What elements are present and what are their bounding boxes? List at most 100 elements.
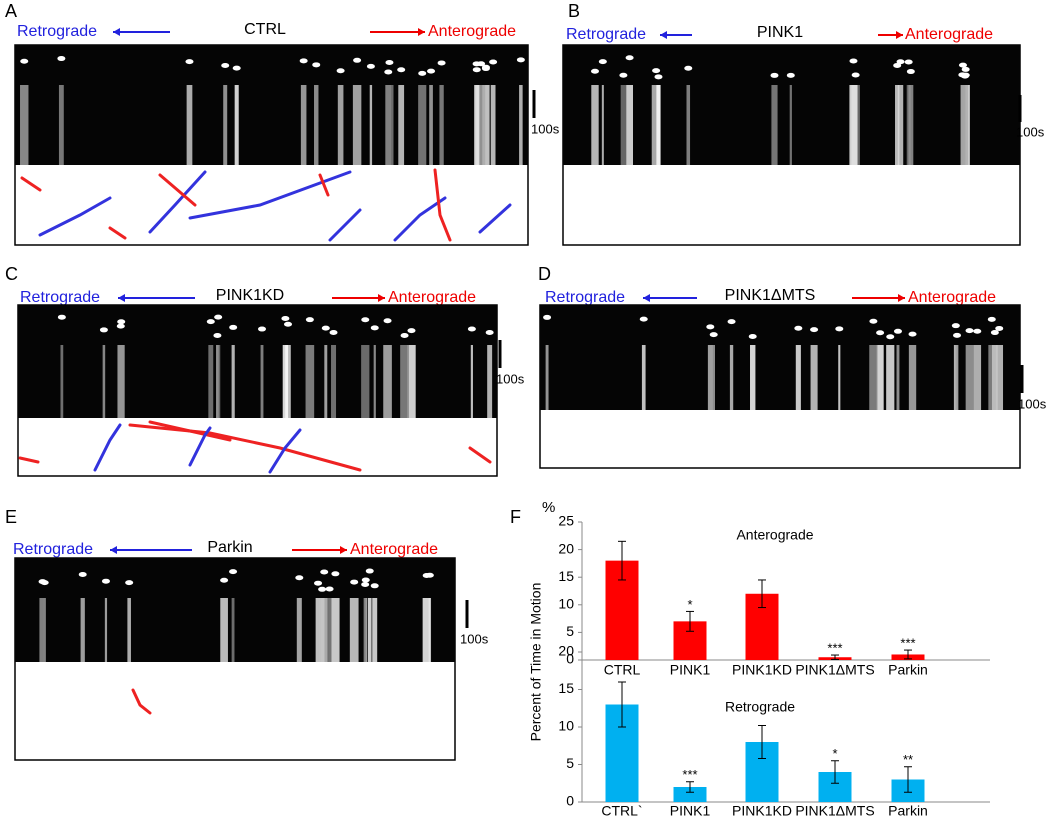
kymo-dot xyxy=(117,319,126,325)
kymo-dot xyxy=(543,314,552,320)
kymo-stripe xyxy=(260,345,264,418)
kymo-stripe xyxy=(908,345,917,410)
kymo-stripe xyxy=(20,85,29,165)
retrograde-label: Retrograde xyxy=(17,23,97,40)
kymo-dot xyxy=(598,59,607,65)
kymo-stripe xyxy=(955,345,959,410)
y-tick-label: 15 xyxy=(558,680,574,696)
kymo-dot xyxy=(385,59,394,65)
kymo-stripe xyxy=(422,598,431,662)
kymo-stripe xyxy=(231,345,235,418)
kymo-stripe xyxy=(771,85,778,165)
kymo-stripe xyxy=(991,345,998,410)
kymo-dot xyxy=(467,326,476,332)
kymo-dot xyxy=(965,328,974,334)
significance: *** xyxy=(900,636,915,651)
kymo-dot xyxy=(99,327,108,333)
kymo-stripe xyxy=(656,85,661,165)
kymo-stripe xyxy=(429,85,433,165)
kymo-dot xyxy=(383,318,392,324)
kymo-stripe xyxy=(400,345,409,418)
kymo-dot xyxy=(770,72,779,78)
trajectory xyxy=(468,446,492,464)
kymo-dot xyxy=(350,579,359,585)
kymo-dot xyxy=(57,314,66,320)
kymograph xyxy=(540,305,1020,410)
kymo-dot xyxy=(331,571,340,577)
kymo-stripe xyxy=(367,598,372,662)
kymo-dot xyxy=(590,68,599,74)
kymo-stripe xyxy=(519,85,523,165)
kymo-dot xyxy=(329,329,338,335)
kymo-stripe xyxy=(407,345,416,418)
kymo-dot xyxy=(990,330,999,336)
kymo-stripe xyxy=(869,345,878,410)
retrograde-label: Retrograde xyxy=(566,26,646,43)
scale-label: 100s xyxy=(1018,396,1047,411)
kymograph xyxy=(15,45,528,165)
anterograde-label: Anterograde xyxy=(428,23,516,40)
kymo-stripe xyxy=(897,85,904,165)
kymo-dot xyxy=(116,323,125,329)
trajectory xyxy=(158,173,197,207)
retrograde-label: Retrograde xyxy=(20,289,100,306)
kymo-dot xyxy=(57,56,66,62)
y-tick-label: 15 xyxy=(558,568,574,584)
kymo-stripe xyxy=(102,345,106,418)
kymo-dot xyxy=(810,327,819,333)
kymo-stripe xyxy=(876,345,884,410)
kymo-dot xyxy=(214,314,223,320)
kymo-dot xyxy=(229,569,238,575)
kymo-dot xyxy=(336,68,345,74)
kymo-dot xyxy=(370,325,379,331)
kymo-stripe xyxy=(686,85,691,165)
trajectory xyxy=(128,423,362,472)
trajectory xyxy=(433,168,452,242)
kymo-stripe xyxy=(349,598,359,662)
arrow-head xyxy=(113,28,120,36)
panel-title: PINK1ΔMTS xyxy=(725,287,816,304)
kymo-stripe xyxy=(208,345,214,418)
y-tick-label: 20 xyxy=(558,540,574,556)
kymo-stripe xyxy=(328,598,332,662)
kymo-stripe xyxy=(795,345,801,410)
kymo-stripe xyxy=(373,345,376,418)
trajectory xyxy=(318,173,330,197)
kymo-stripe xyxy=(908,85,914,165)
significance: *** xyxy=(827,640,842,655)
x-tick-label: PINK1 xyxy=(670,662,711,678)
arrow-head xyxy=(898,294,905,302)
kymo-dot xyxy=(422,573,431,579)
trajectory xyxy=(148,420,232,442)
kymo-stripe xyxy=(223,85,228,165)
kymo-stripe xyxy=(476,85,486,165)
kymo-dot xyxy=(904,59,913,65)
scale-label: 100s xyxy=(531,121,560,136)
kymo-dot xyxy=(481,66,490,72)
trajectory xyxy=(188,426,212,467)
panel-title: PINK1 xyxy=(757,24,803,41)
kymo-stripe xyxy=(439,85,444,165)
kymo-stripe xyxy=(372,598,378,662)
arrow-head xyxy=(896,31,903,39)
significance: * xyxy=(832,746,837,761)
kymo-dot xyxy=(472,67,481,73)
kymo-stripe xyxy=(470,345,473,418)
kymo-dot xyxy=(849,58,858,64)
kymo-dot xyxy=(370,583,379,589)
kymo-dot xyxy=(437,60,446,66)
kymo-dot xyxy=(78,572,87,578)
kymographs: A CTRL Retrograde Anterograde 100s B PINK1 Retr… xyxy=(5,1,1047,761)
panel-letter: B xyxy=(568,1,580,21)
kymo-dot xyxy=(794,325,803,331)
kymo-dot xyxy=(221,62,230,68)
kymo-stripe xyxy=(474,85,480,165)
kymo-dot xyxy=(893,328,902,334)
kymo-dot xyxy=(295,575,304,581)
kymo-dot xyxy=(418,70,427,76)
kymo-dot xyxy=(407,328,416,334)
kymo-dot xyxy=(472,61,481,67)
kymo-dot xyxy=(869,318,878,324)
panel-letter: A xyxy=(5,1,17,21)
kymo-stripe xyxy=(314,85,319,165)
